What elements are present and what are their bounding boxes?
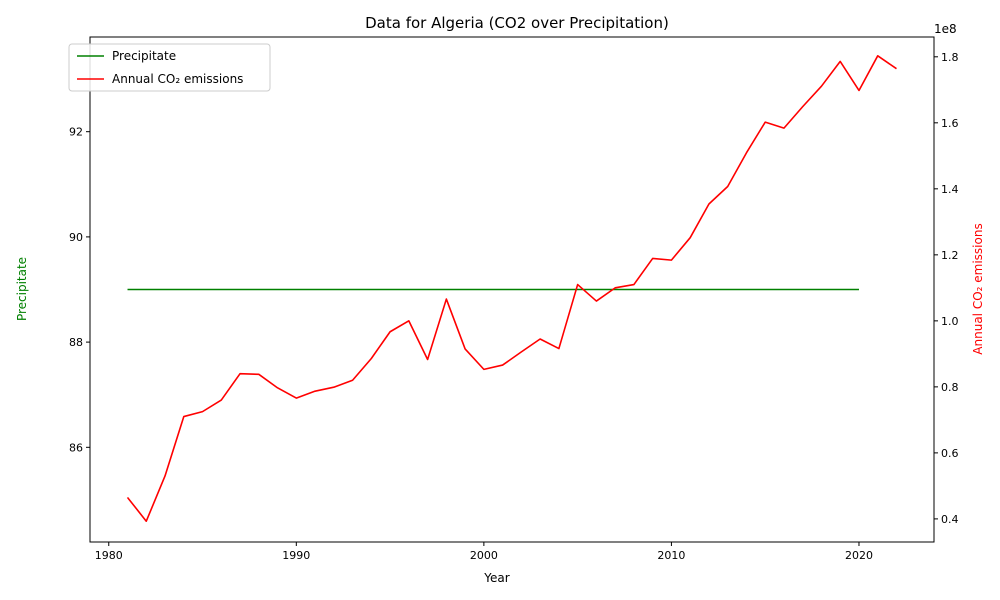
plot-area: 1980 1990 2000 2010 2020 86 88 90 92 0.4 0.6 0.8 1.0… <box>69 36 959 562</box>
left-y-tick-label: 92 <box>69 126 83 139</box>
left-y-tick-label: 88 <box>69 336 83 349</box>
x-tick-label: 2010 <box>657 549 685 562</box>
legend-label-co2: Annual CO₂ emissions <box>112 72 243 86</box>
x-tick-label: 1980 <box>95 549 123 562</box>
chart-title: Data for Algeria (CO2 over Precipitation… <box>365 14 669 32</box>
axes-frame <box>89 36 935 543</box>
legend-label-precipitate: Precipitate <box>112 49 176 63</box>
right-axis-offset-label: 1e8 <box>934 22 957 36</box>
right-y-tick-label: 0.8 <box>941 381 959 394</box>
right-y-tick-label: 1.0 <box>941 315 959 328</box>
left-y-tick-label: 86 <box>69 441 83 454</box>
x-axis-label: Year <box>483 571 509 585</box>
x-tick-label: 1990 <box>282 549 310 562</box>
right-y-tick-label: 0.4 <box>941 513 959 526</box>
x-tick-label: 2020 <box>845 549 873 562</box>
right-y-tick-label: 1.2 <box>941 249 959 262</box>
right-y-tick-label: 1.6 <box>941 117 959 130</box>
legend-box <box>68 43 271 92</box>
right-y-tick-label: 0.6 <box>941 447 959 460</box>
left-axis-label: Precipitate <box>15 257 29 321</box>
right-y-tick-label: 1.8 <box>941 51 959 64</box>
legend: Precipitate Annual CO₂ emissions <box>68 43 271 92</box>
right-axis-label: Annual CO₂ emissions <box>971 223 985 354</box>
x-tick-label: 2000 <box>470 549 498 562</box>
left-y-tick-label: 90 <box>69 231 83 244</box>
right-y-tick-label: 1.4 <box>941 183 959 196</box>
series-line-co2 <box>126 55 897 523</box>
